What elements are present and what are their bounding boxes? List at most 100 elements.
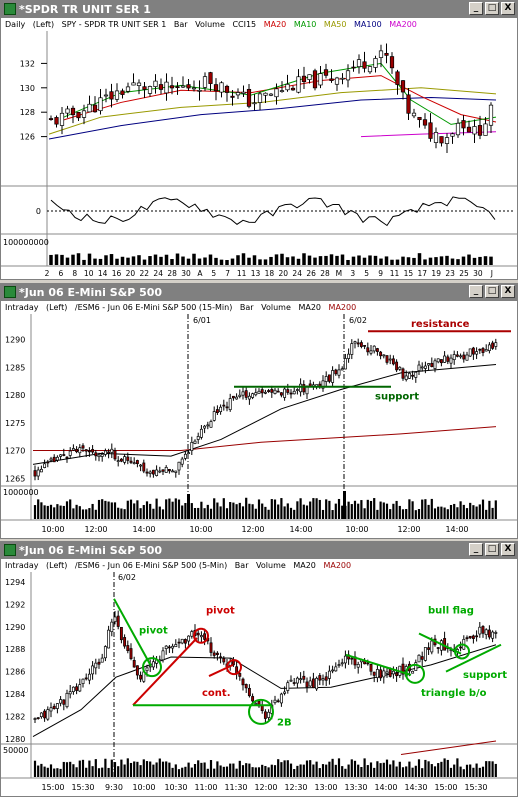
volume-bar [149, 761, 152, 777]
price-candle [219, 406, 223, 413]
price-candle [139, 464, 143, 467]
price-candle [171, 645, 175, 649]
indicator-ma10: MA10 [293, 20, 317, 29]
volume-bar [149, 503, 152, 519]
volume-bar [85, 767, 88, 777]
price-candle [331, 370, 335, 383]
volume-bar [443, 758, 446, 777]
volume-bar [481, 499, 485, 519]
volume-bar [257, 499, 261, 519]
volume-bar [91, 503, 94, 519]
price-candle [91, 665, 95, 675]
volume-bar [254, 508, 257, 519]
volume-bar [469, 502, 472, 519]
maximize-button[interactable]: □ [485, 2, 499, 15]
price-candle [247, 687, 251, 697]
volume-bar [398, 761, 401, 777]
price-candle [267, 390, 271, 392]
price-candle [153, 80, 158, 87]
price-candle [384, 52, 389, 56]
volume-bar [187, 494, 190, 519]
volume-bar [49, 504, 53, 519]
y-tick-label: 1275 [5, 419, 25, 428]
volume-scale-label: 100000000 [3, 238, 49, 247]
volume-bar [456, 758, 459, 777]
indicator-ma20: MA20 [298, 303, 321, 312]
volume-bar [43, 766, 46, 777]
support-trend-line [445, 643, 502, 673]
price-candle [257, 93, 263, 103]
volume-bar [87, 253, 92, 265]
close-button[interactable]: X [501, 285, 515, 298]
window-titlebar[interactable]: *Jun 06 E-Mini S&P 500 _ □ X [1, 284, 517, 301]
volume-bar [270, 499, 273, 519]
volume-bar [337, 758, 341, 777]
y-tick-label: 1280 [5, 735, 25, 744]
price-candle [487, 629, 491, 638]
price-candle [324, 676, 328, 681]
es15-chart-area[interactable]: 1290 1285 1280 1275 1270 1265 6/01 6/02 resistan… [1, 314, 517, 538]
volume-bar [97, 768, 101, 777]
price-candle [433, 360, 437, 369]
x-tick-label: 15 [404, 269, 414, 278]
price-candle [356, 342, 360, 345]
maximize-button[interactable]: □ [485, 543, 499, 556]
indicator-ma100: MA100 [354, 20, 382, 29]
price-candle [62, 454, 66, 456]
minimize-button[interactable]: _ [469, 285, 483, 298]
close-button[interactable]: X [501, 543, 515, 556]
chart-app-icon[interactable] [4, 286, 16, 298]
price-candle [481, 626, 485, 634]
triangle-label: triangle b/o [421, 688, 487, 699]
volume-bar [489, 256, 493, 265]
chart-app-icon[interactable] [4, 544, 16, 556]
price-candle [311, 678, 315, 689]
price-candle [372, 345, 376, 352]
price-candle [428, 122, 433, 139]
volume-bar [488, 500, 491, 519]
price-candle [337, 664, 341, 666]
volume-bar [335, 255, 339, 265]
price-candle [417, 364, 421, 372]
volume-bar [200, 762, 203, 777]
volume-bar [465, 508, 469, 519]
volume-bar [40, 502, 43, 519]
price-candle [468, 348, 472, 357]
volume-bar [187, 762, 190, 777]
window-titlebar[interactable]: *Jun 06 E-Mini S&P 500 _ □ X [1, 542, 517, 559]
volume-bar [139, 765, 142, 777]
volume-bar [222, 498, 225, 519]
maximize-button[interactable]: □ [485, 285, 499, 298]
volume-bar [216, 502, 219, 519]
x-tick-label: 14 [98, 269, 108, 278]
volume-bar [360, 767, 363, 777]
es5-chart-area[interactable]: 1294 1292 1290 1288 1286 1284 1282 1280 6/02 pivo… [1, 572, 517, 796]
window-titlebar[interactable]: *SPDR TR UNIT SER 1 _ □ X [1, 1, 517, 18]
volume-bar [241, 765, 245, 777]
minimize-button[interactable]: _ [469, 543, 483, 556]
price-candle [301, 75, 307, 83]
x-tick-label: 12:00 [84, 525, 107, 534]
close-button[interactable]: X [501, 2, 515, 15]
volume-bar [206, 504, 209, 519]
volume-bar [398, 505, 401, 519]
minimize-button[interactable]: _ [469, 2, 483, 15]
x-tick-label: J [490, 269, 493, 278]
price-candle [81, 445, 85, 449]
volume-bar [213, 768, 216, 777]
volume-bar [209, 760, 213, 777]
price-candle [446, 356, 450, 362]
volume-bar [414, 510, 417, 519]
chart-app-icon[interactable] [4, 3, 16, 15]
y-tick-label: 1265 [5, 474, 25, 483]
price-candle [81, 110, 87, 118]
x-tick-label: 7 [225, 269, 230, 278]
price-candle [78, 447, 82, 454]
volume-bar [59, 768, 62, 777]
bar-label: Bar [234, 561, 249, 570]
volume-bar [325, 499, 328, 519]
price-candle [491, 631, 495, 639]
price-candle [103, 94, 109, 97]
volume-bar [69, 761, 72, 777]
